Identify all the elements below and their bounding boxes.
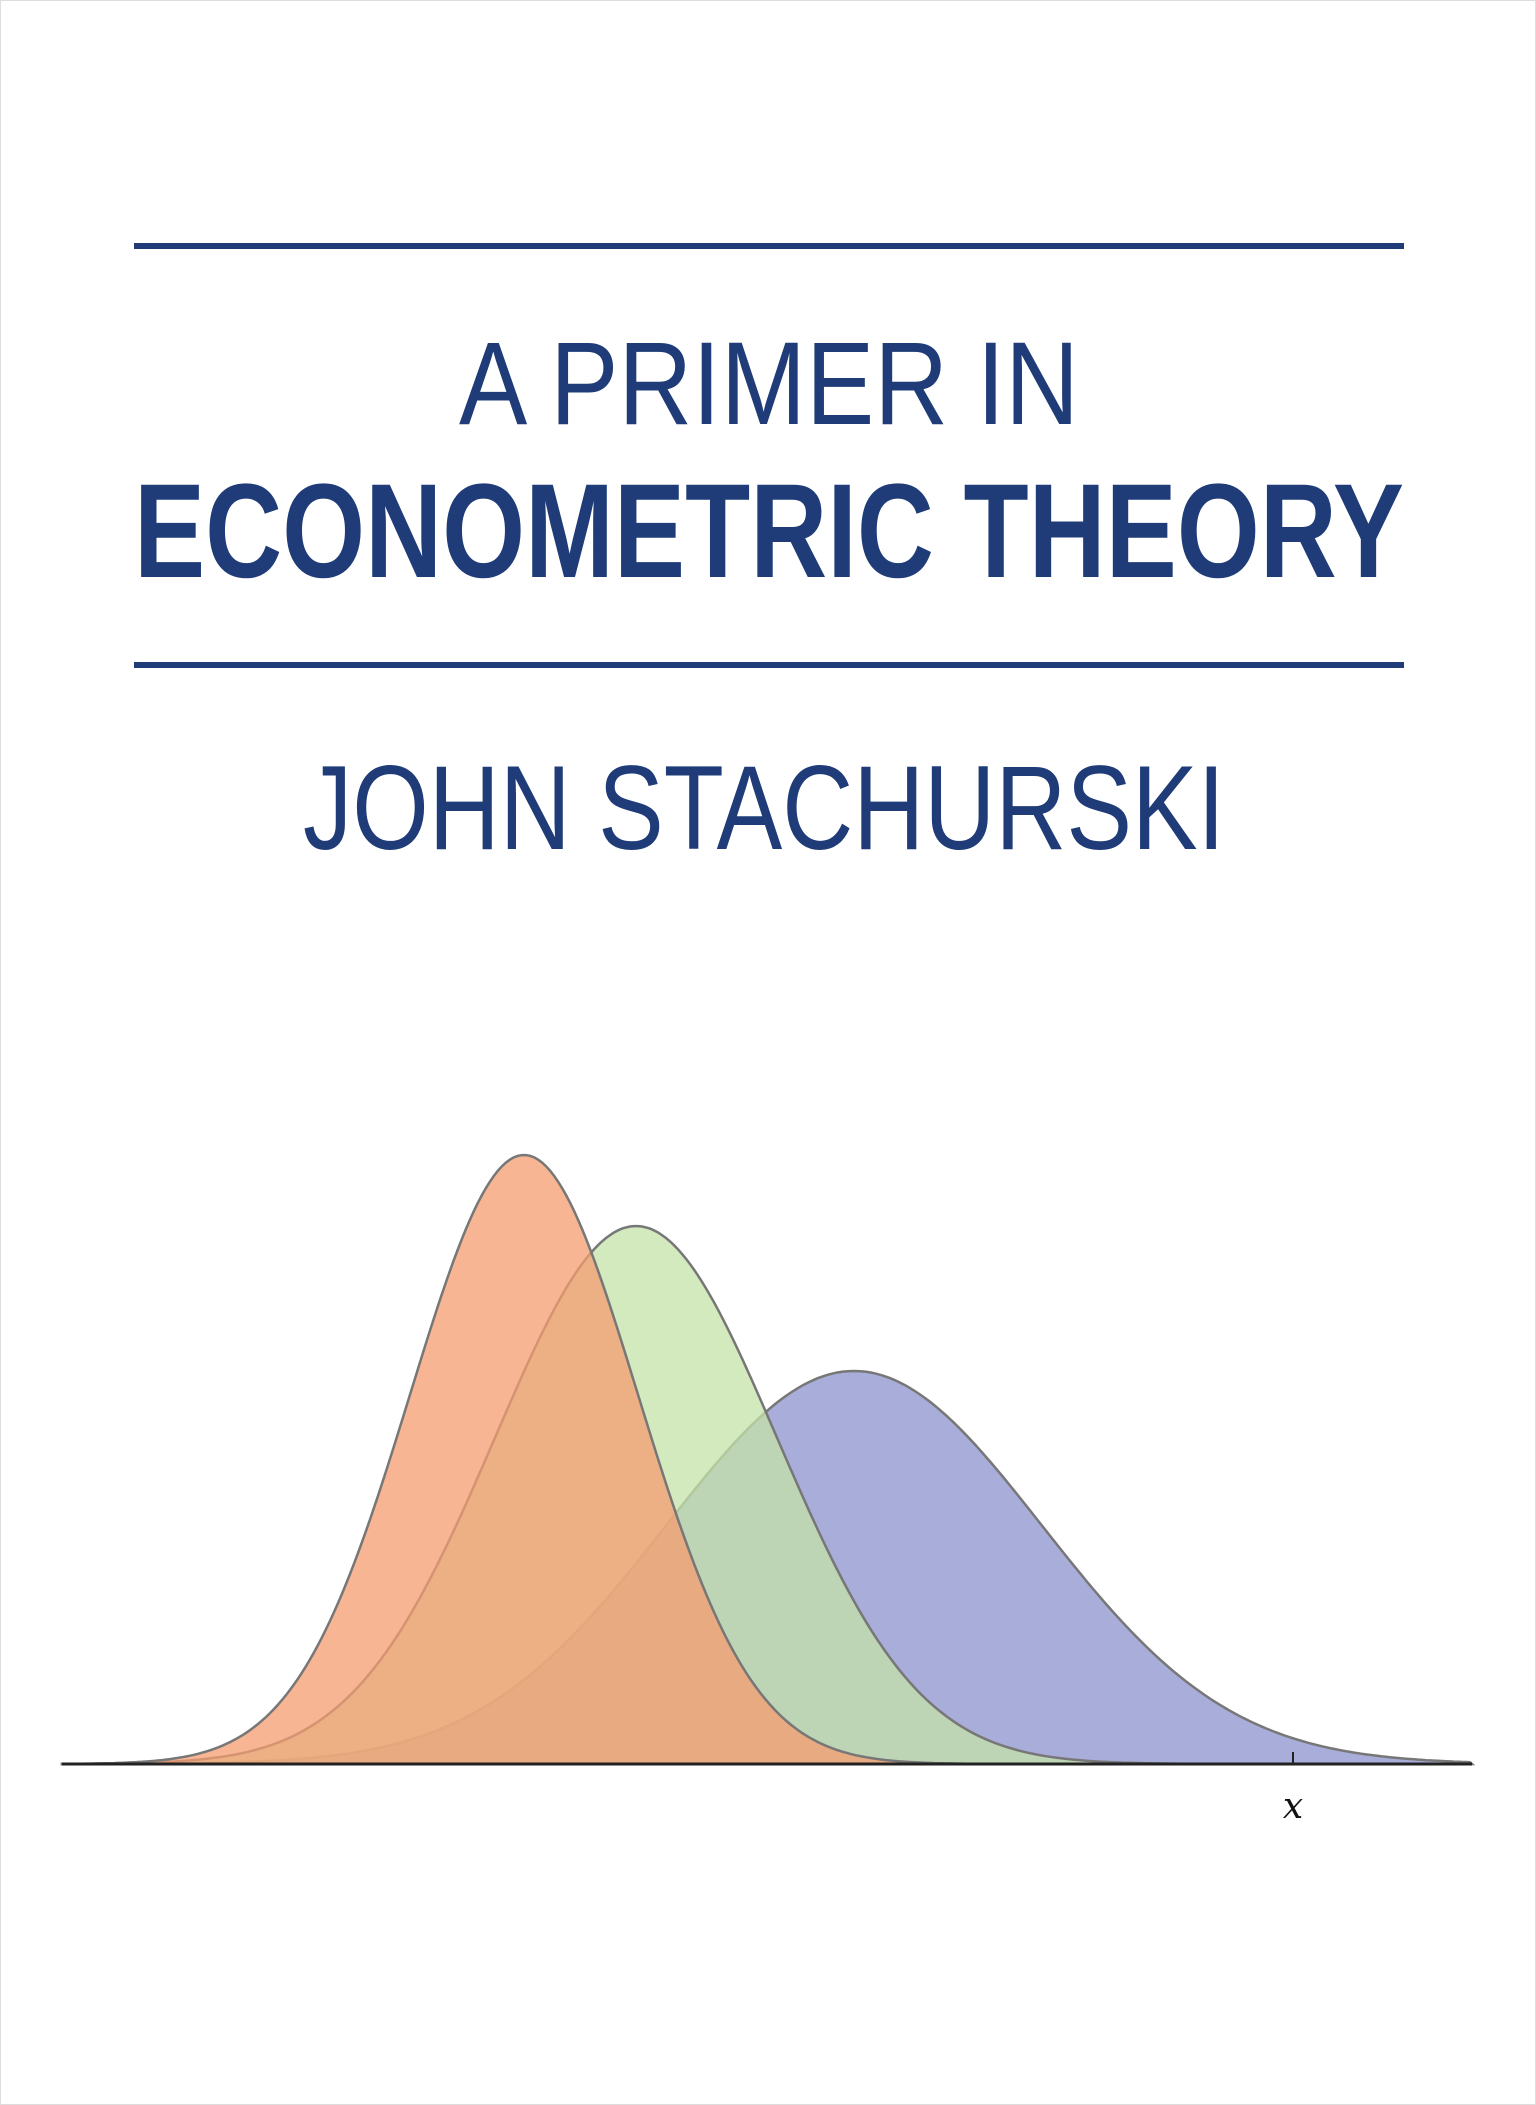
author: JOHN STACHURSKI <box>303 741 1225 875</box>
axis-label: x <box>1283 1786 1303 1827</box>
title-line-1: A PRIMER IN <box>459 318 1079 450</box>
title-line-2: ECONOMETRIC THEORY <box>134 457 1404 606</box>
